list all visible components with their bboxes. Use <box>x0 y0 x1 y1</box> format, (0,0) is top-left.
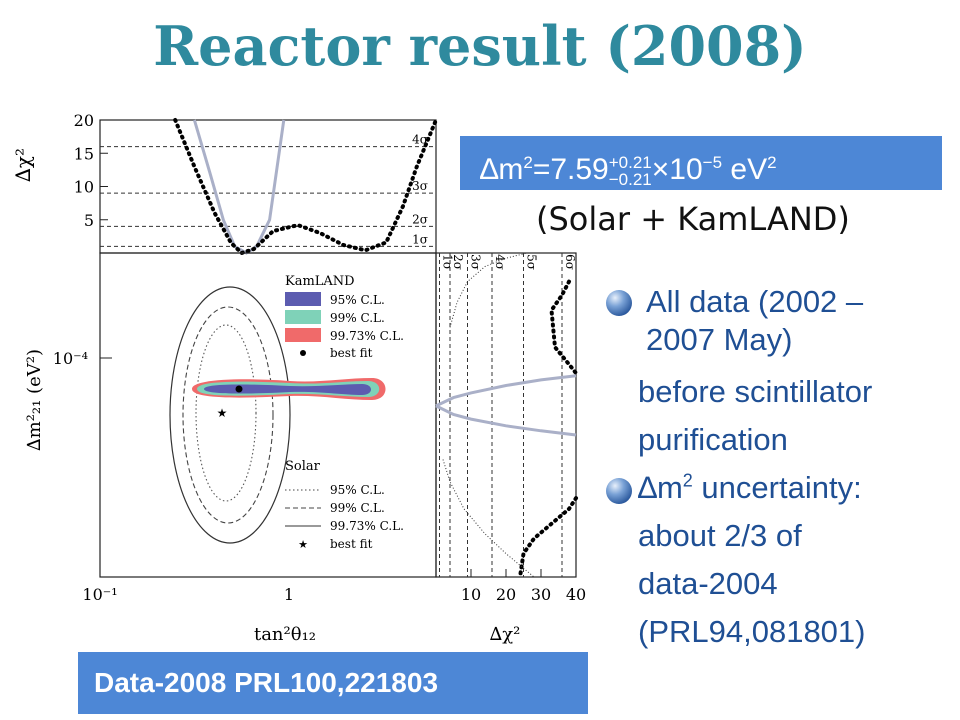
kamland-95-region <box>204 384 371 395</box>
right-curve-0 <box>435 374 577 408</box>
legend-kam9973-label: 99.73% C.L. <box>330 329 404 343</box>
right-xtick-label-2: 30 <box>531 585 551 604</box>
right-x-ticks: 10 20 30 40 <box>461 569 586 604</box>
right-curve-1 <box>435 404 577 437</box>
main-ytick-1e-4: 10⁻⁴ <box>53 349 88 368</box>
dm2-errors: +0.21 −0.21 <box>609 154 652 188</box>
dm2-times: ×10 <box>651 153 703 186</box>
legend-kam-bestfit-label: best fit <box>330 346 373 360</box>
legend-kam9973-swatch <box>285 328 321 342</box>
legend-kamland-title: KamLAND <box>285 274 355 289</box>
top-curve-1 <box>173 118 438 256</box>
legend-kam99-swatch <box>285 310 321 324</box>
top-curves <box>173 118 438 256</box>
solar-kamland-note: (Solar + KamLAND) <box>536 200 850 238</box>
bullet-1-line-2: 2007 May) <box>646 322 793 357</box>
bullet-2-dm: ∆m <box>638 470 683 505</box>
bullet-1-line-4: purification <box>638 422 788 457</box>
top-sigma-label-0: 1σ <box>412 232 428 246</box>
top-sigma-lines: 1σ 2σ 3σ 4σ <box>100 133 436 247</box>
top-sigma-label-2: 3σ <box>412 179 428 193</box>
top-sigma-label-3: 4σ <box>412 133 428 147</box>
top-y-ticks: 5 10 15 20 <box>74 111 108 230</box>
kamland-best-fit <box>235 385 243 393</box>
right-curve-3 <box>518 496 578 579</box>
dm2-unit-sup: 2 <box>767 153 777 172</box>
right-sigma-label-5: 6σ <box>563 254 577 270</box>
right-sigma-label-0: 1σ <box>441 254 455 270</box>
right-xtick-label-3: 40 <box>566 585 586 604</box>
right-xlabel: ∆χ² <box>490 624 521 645</box>
slide-title: Reactor result (2008) <box>153 14 807 78</box>
bullet-2-icon <box>606 478 632 504</box>
dm2-unit: eV <box>722 153 768 186</box>
right-xtick-label-0: 10 <box>461 585 481 604</box>
solar-95-contour <box>195 324 257 502</box>
top-ylabel: ∆χ² <box>11 148 35 182</box>
solar-99-contour <box>182 306 274 524</box>
top-ytick-label-0: 5 <box>84 211 94 230</box>
top-panel-frame <box>99 119 437 254</box>
legend-kam95-swatch <box>285 292 321 306</box>
dm2-value: =7.59 <box>532 153 609 186</box>
top-ytick-label-3: 20 <box>74 111 94 130</box>
bullet-2-line-1: ∆m2 uncertainty: <box>638 470 862 506</box>
dm2-sup: 2 <box>523 153 533 172</box>
solar-9973-contour <box>169 286 291 544</box>
reference-box: Data-2008 PRL100,221803 <box>78 652 588 714</box>
bullet-1-line-1: All data (2002 – <box>646 284 864 319</box>
right-sigma-label-4: 5σ <box>525 254 539 270</box>
top-sigma-label-1: 2σ <box>412 212 428 226</box>
right-curve-4 <box>449 252 528 328</box>
top-ytick-label-1: 10 <box>74 178 94 197</box>
right-sigma-label-2: 3σ <box>469 254 483 270</box>
right-curves <box>435 252 578 579</box>
dm2-symbol: ∆m <box>480 153 524 186</box>
dm2-err-minus: −0.21 <box>608 170 652 190</box>
legend-sol-bestfit-label: best fit <box>330 537 373 551</box>
legend-solar-title: Solar <box>285 459 321 474</box>
bullet-2-line-2: about 2/3 of <box>638 518 802 553</box>
top-ytick-label-2: 15 <box>74 144 94 163</box>
bullet-2-line-4: (PRL94,081801) <box>638 614 866 649</box>
right-curve-5 <box>442 459 535 578</box>
dm2-exp: −5 <box>702 153 723 172</box>
legend-kam95-label: 95% C.L. <box>330 293 385 307</box>
bullet-1-line-3: before scintillator <box>638 374 873 409</box>
main-xtick-0.1: 10⁻¹ <box>82 585 117 604</box>
solar-best-fit: ★ <box>217 406 228 420</box>
right-sigma-label-1: 2σ <box>451 254 465 270</box>
main-ylabel: ∆m²₂₁ (eV²) <box>24 349 45 451</box>
dm2-err-plus: +0.21 <box>608 153 652 173</box>
legend-sol99-label: 99% C.L. <box>330 501 385 515</box>
main-panel: ∆m²₂₁ (eV²) 10⁻⁴ 10⁻¹ 1 tan²θ₁₂ ★ KamLAN… <box>24 252 437 645</box>
legend-kam99-label: 99% C.L. <box>330 311 385 325</box>
bullet-2-line-3: data-2004 <box>638 566 778 601</box>
legend-sol-bestfit-star: ★ <box>298 539 308 551</box>
right-curve-2 <box>549 279 578 376</box>
legend-kam-bestfit-dot <box>300 350 306 356</box>
top-panel: 1σ 2σ 3σ 4σ 5 10 15 20 ∆χ² <box>11 111 438 256</box>
dm2-result-box: ∆m2=7.59 +0.21 −0.21 ×10−5 eV2 <box>460 136 942 190</box>
top-curve-0 <box>192 119 286 255</box>
bullet-1-icon <box>606 290 632 316</box>
main-xlabel: tan²θ₁₂ <box>254 624 316 645</box>
legend-sol9973-label: 99.73% C.L. <box>330 519 404 533</box>
chart-legend: KamLAND 95% C.L. 99% C.L. 99.73% C.L. be… <box>285 274 404 551</box>
bullet-2-dm-sup: 2 <box>682 470 693 491</box>
right-xtick-label-1: 20 <box>496 585 516 604</box>
main-xtick-1: 1 <box>284 585 294 604</box>
bullet-2-uncertainty: uncertainty: <box>692 470 862 505</box>
right-sigma-label-3: 4σ <box>493 254 507 270</box>
legend-sol95-label: 95% C.L. <box>330 483 385 497</box>
